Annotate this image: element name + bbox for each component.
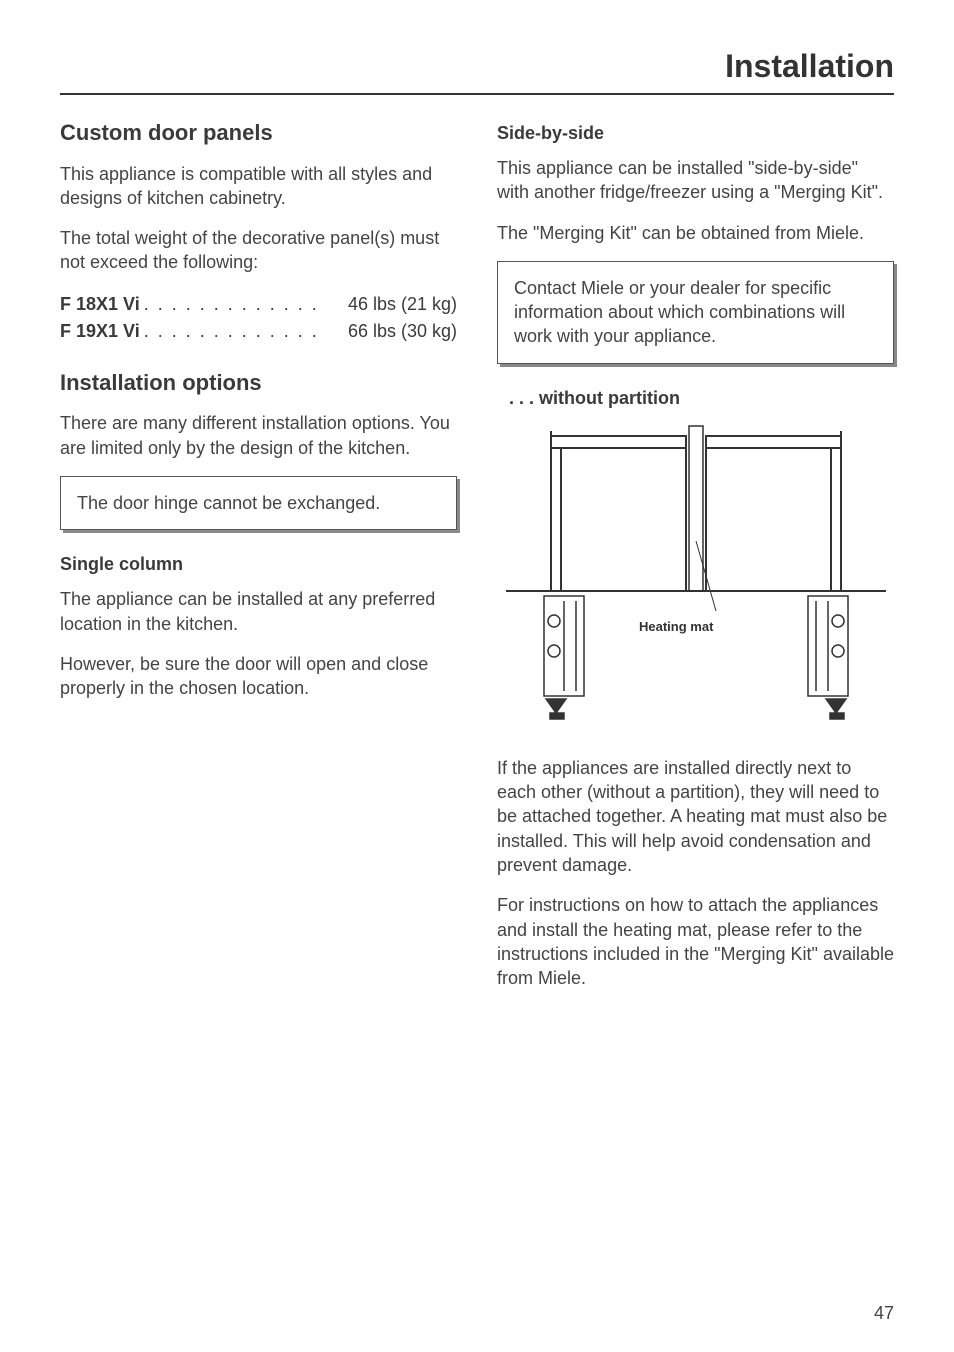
para-sbs-4: For instructions on how to attach the ap…: [497, 893, 894, 990]
para-single-2: However, be sure the door will open and …: [60, 652, 457, 701]
diagram-label: Heating mat: [639, 619, 714, 634]
para-compat: This appliance is compatible with all st…: [60, 162, 457, 211]
page-header: Installation: [60, 48, 894, 95]
weight-row: F 18X1 Vi 46 lbs (21 kg): [60, 291, 457, 318]
weight-dots: [140, 291, 348, 318]
weight-value: 46 lbs (21 kg): [348, 291, 457, 318]
heading-side-by-side: Side-by-side: [497, 123, 894, 144]
page-number: 47: [874, 1303, 894, 1324]
right-column: Side-by-side This appliance can be insta…: [497, 119, 894, 1006]
weight-value: 66 lbs (30 kg): [348, 318, 457, 345]
merging-kit-illustration-icon: Heating mat: [506, 421, 886, 731]
weight-row: F 19X1 Vi 66 lbs (30 kg): [60, 318, 457, 345]
weight-table: F 18X1 Vi 46 lbs (21 kg) F 19X1 Vi 66 lb…: [60, 291, 457, 345]
content-columns: Custom door panels This appliance is com…: [60, 119, 894, 1006]
para-options: There are many different installation op…: [60, 411, 457, 460]
heading-installation-options: Installation options: [60, 369, 457, 398]
page-title: Installation: [60, 48, 894, 85]
para-sbs-3: If the appliances are installed directly…: [497, 756, 894, 877]
weight-model: F 18X1 Vi: [60, 291, 140, 318]
heading-single-column: Single column: [60, 554, 457, 575]
para-weight-intro: The total weight of the decorative panel…: [60, 226, 457, 275]
left-column: Custom door panels This appliance is com…: [60, 119, 457, 1006]
para-sbs-1: This appliance can be installed "side-by…: [497, 156, 894, 205]
note-contact-miele: Contact Miele or your dealer for specifi…: [497, 261, 894, 364]
heading-custom-door-panels: Custom door panels: [60, 119, 457, 148]
weight-model: F 19X1 Vi: [60, 318, 140, 345]
para-sbs-2: The "Merging Kit" can be obtained from M…: [497, 221, 894, 245]
note-hinge: The door hinge cannot be exchanged.: [60, 476, 457, 530]
side-by-side-diagram: Heating mat: [497, 421, 894, 736]
para-single-1: The appliance can be installed at any pr…: [60, 587, 457, 636]
heading-without-partition: . . . without partition: [509, 388, 894, 409]
weight-dots: [140, 318, 348, 345]
